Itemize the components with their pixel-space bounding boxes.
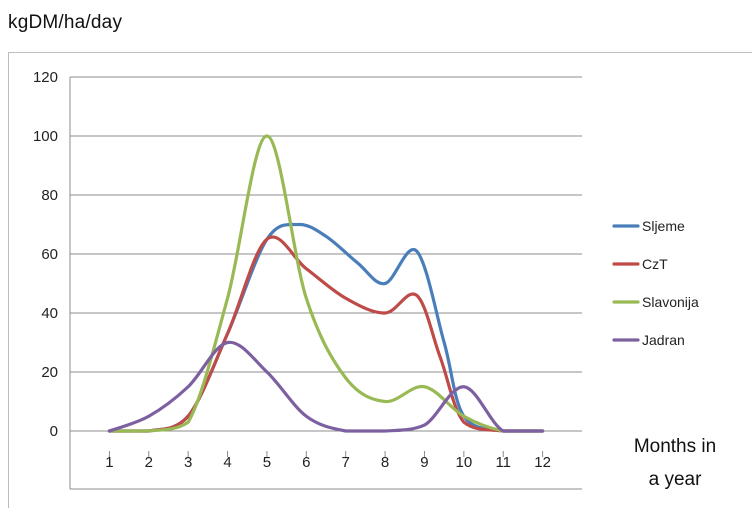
y-axis-unit-label: kgDM/ha/day bbox=[8, 12, 123, 33]
x-tick-label-8: 8 bbox=[381, 454, 389, 471]
x-axis-title-line-1: Months in bbox=[633, 436, 717, 457]
y-tick-label-20: 20 bbox=[41, 364, 58, 381]
x-tick-label-11: 11 bbox=[495, 454, 511, 471]
x-axis-title-line-2: a year bbox=[648, 469, 702, 490]
series-line-czt bbox=[107, 235, 545, 433]
legend-label-sljeme: Sljeme bbox=[642, 218, 685, 234]
x-tick-label-1: 1 bbox=[105, 454, 113, 471]
x-tick-label-3: 3 bbox=[184, 454, 192, 471]
x-tick-label-2: 2 bbox=[145, 454, 153, 471]
x-tick-label-10: 10 bbox=[456, 454, 473, 471]
series-line-slavonija bbox=[107, 134, 545, 433]
legend-label-czt: CzT bbox=[642, 256, 668, 272]
x-tick-label-9: 9 bbox=[420, 454, 428, 471]
series-line-jadran bbox=[107, 340, 545, 433]
x-axis-title: Months in a year bbox=[606, 430, 744, 496]
legend-label-slavonija: Slavonija bbox=[642, 294, 699, 310]
x-tick-label-7: 7 bbox=[342, 454, 350, 471]
y-tick-label-100: 100 bbox=[33, 128, 58, 145]
y-tick-label-40: 40 bbox=[41, 305, 58, 322]
x-tick-label-4: 4 bbox=[223, 454, 231, 471]
y-tick-label-60: 60 bbox=[41, 246, 58, 263]
chart-frame bbox=[8, 52, 752, 508]
legend-label-jadran: Jadran bbox=[642, 332, 685, 348]
x-tick-label-6: 6 bbox=[302, 454, 310, 471]
x-tick-label-5: 5 bbox=[263, 454, 271, 471]
y-tick-label-80: 80 bbox=[41, 187, 58, 204]
x-tick-label-12: 12 bbox=[534, 454, 551, 471]
y-tick-label-0: 0 bbox=[50, 423, 58, 440]
y-tick-label-120: 120 bbox=[33, 69, 58, 86]
